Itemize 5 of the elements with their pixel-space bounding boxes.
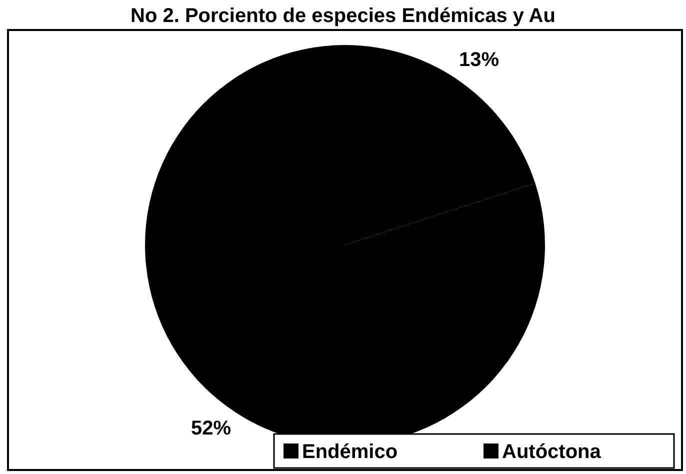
chart-title: No 2. Porciento de especies Endémicas y Au (130, 5, 556, 27)
data-label: 13% (459, 48, 500, 71)
data-label: 52% (190, 418, 232, 440)
legend-label: Autóctona (502, 441, 602, 463)
legend-label: Endémico (302, 441, 398, 463)
